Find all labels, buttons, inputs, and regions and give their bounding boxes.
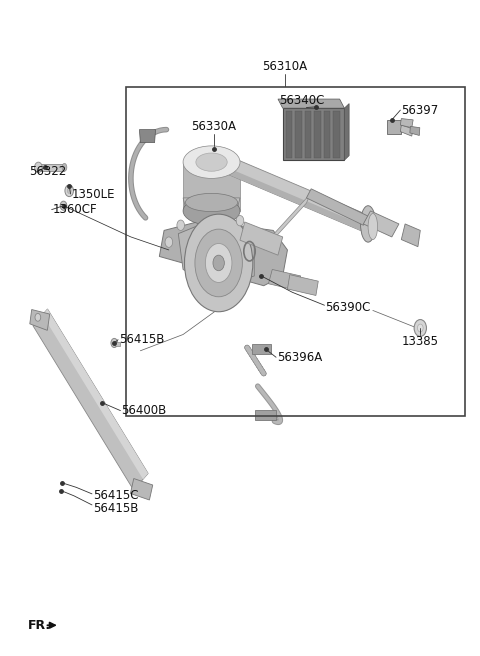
Text: FR.: FR. (27, 619, 50, 632)
Text: 56322: 56322 (29, 165, 66, 178)
Ellipse shape (185, 194, 238, 212)
Polygon shape (268, 270, 301, 290)
Polygon shape (344, 104, 349, 160)
Polygon shape (306, 189, 368, 225)
Polygon shape (333, 111, 340, 157)
Text: 56396A: 56396A (277, 351, 322, 364)
Ellipse shape (183, 197, 240, 225)
Polygon shape (400, 119, 413, 128)
Ellipse shape (60, 201, 67, 211)
Polygon shape (240, 222, 283, 255)
Text: 1360CF: 1360CF (53, 203, 97, 216)
Polygon shape (159, 220, 288, 286)
Text: 56415C: 56415C (93, 489, 138, 502)
Ellipse shape (183, 146, 240, 178)
Polygon shape (400, 125, 413, 136)
Ellipse shape (165, 237, 173, 247)
Polygon shape (286, 111, 292, 157)
Ellipse shape (196, 153, 227, 171)
Ellipse shape (414, 319, 426, 337)
Polygon shape (288, 275, 318, 295)
Ellipse shape (35, 314, 41, 321)
Polygon shape (252, 344, 271, 354)
Text: 1350LE: 1350LE (72, 188, 115, 201)
Ellipse shape (184, 214, 253, 312)
Polygon shape (387, 120, 401, 134)
Text: 56390C: 56390C (325, 300, 371, 314)
Ellipse shape (195, 229, 242, 297)
Ellipse shape (236, 215, 244, 226)
Polygon shape (401, 224, 420, 247)
Ellipse shape (213, 255, 224, 271)
Ellipse shape (205, 243, 232, 283)
Polygon shape (314, 111, 321, 157)
Polygon shape (410, 127, 420, 136)
Ellipse shape (177, 220, 184, 230)
Polygon shape (139, 130, 156, 142)
Ellipse shape (111, 338, 118, 348)
Text: 56415B: 56415B (93, 502, 138, 515)
Text: 56397: 56397 (401, 104, 439, 117)
Text: 56400B: 56400B (121, 404, 167, 417)
Polygon shape (278, 99, 344, 108)
Polygon shape (207, 150, 371, 232)
Ellipse shape (65, 185, 73, 197)
Text: 56330A: 56330A (192, 120, 237, 133)
Polygon shape (183, 198, 240, 207)
Text: 56415B: 56415B (119, 333, 164, 346)
Text: 56310A: 56310A (263, 60, 308, 73)
Polygon shape (179, 224, 254, 283)
Polygon shape (304, 111, 311, 157)
Polygon shape (38, 164, 64, 171)
Polygon shape (115, 342, 120, 346)
Polygon shape (183, 162, 240, 211)
Polygon shape (324, 111, 330, 157)
Text: 13385: 13385 (402, 335, 439, 348)
Ellipse shape (35, 162, 42, 173)
Polygon shape (33, 309, 148, 490)
Polygon shape (207, 159, 363, 232)
Polygon shape (363, 211, 399, 237)
Polygon shape (255, 410, 276, 420)
Ellipse shape (62, 163, 67, 171)
Ellipse shape (418, 324, 423, 332)
Ellipse shape (368, 213, 378, 239)
Bar (126, 87, 466, 416)
Ellipse shape (67, 188, 71, 194)
Ellipse shape (360, 206, 376, 242)
Polygon shape (283, 108, 344, 160)
Text: 56340C: 56340C (279, 94, 324, 107)
Polygon shape (131, 478, 153, 500)
Polygon shape (42, 309, 148, 480)
Polygon shape (30, 310, 50, 331)
Polygon shape (264, 194, 310, 250)
Polygon shape (295, 111, 301, 157)
